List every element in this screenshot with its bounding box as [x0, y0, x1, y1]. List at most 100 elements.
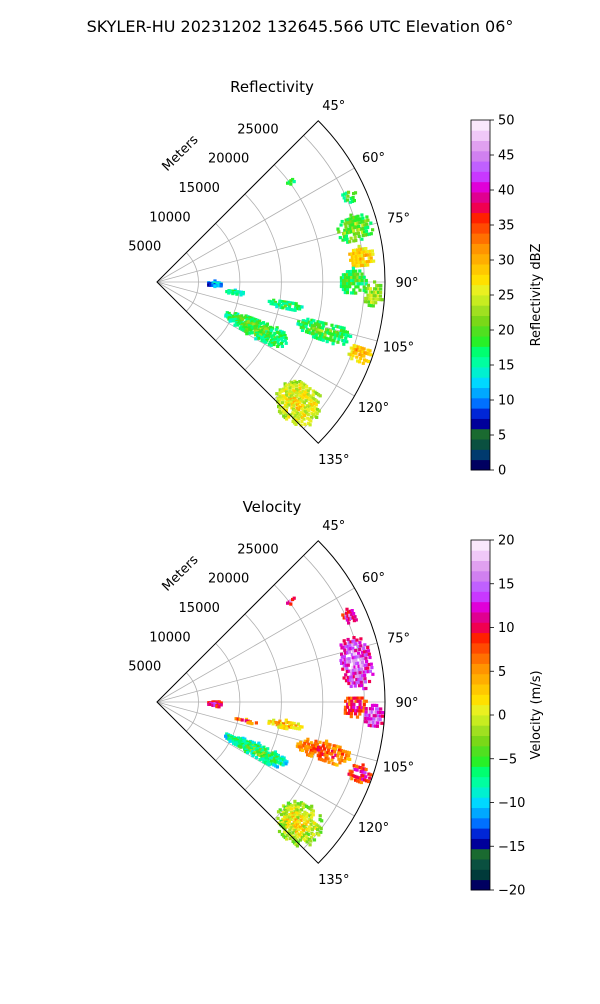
echo-bin — [348, 276, 352, 280]
echo-bin — [361, 233, 365, 238]
echo-bin — [354, 351, 358, 355]
echo-bin — [296, 828, 301, 832]
echo-bin — [296, 389, 300, 393]
echo-bin — [271, 300, 275, 304]
echo-bin — [330, 758, 334, 762]
echo-bin — [308, 398, 312, 402]
azimuth-tick-label: 60° — [362, 571, 385, 586]
echo-cell — [296, 317, 353, 346]
echo-bin — [302, 744, 306, 748]
echo-bin — [357, 260, 361, 265]
echo-bin — [377, 283, 381, 288]
echo-bin — [300, 323, 304, 327]
echo-bin — [333, 750, 337, 754]
echo-bin — [331, 327, 335, 331]
echo-bin — [306, 832, 310, 836]
echo-bin — [349, 291, 354, 295]
colorbar-tick-label: 0 — [498, 464, 506, 479]
echo-bin — [254, 337, 258, 341]
echo-bin — [287, 725, 291, 729]
echo-bin — [359, 677, 363, 681]
echo-bin — [336, 754, 340, 758]
echo-bin — [298, 393, 302, 398]
echo-bin — [367, 652, 371, 656]
range-tick-label: 25000 — [237, 122, 278, 137]
echo-bin — [302, 324, 306, 328]
echo-bin — [341, 285, 346, 289]
echo-bin — [297, 821, 301, 825]
echo-bin — [303, 413, 307, 417]
echo-bin — [268, 325, 273, 329]
echo-bin — [344, 276, 348, 280]
echo-bin — [311, 744, 315, 748]
echo-bin — [260, 750, 264, 754]
echo-bin — [355, 638, 359, 642]
echo-bin — [269, 334, 273, 338]
echo-bin — [342, 232, 346, 236]
echo-bin — [376, 710, 381, 714]
echo-bin — [316, 328, 320, 332]
echo-bin — [364, 250, 368, 254]
echo-bin — [268, 340, 272, 345]
echo-bin — [277, 303, 281, 307]
echo-bin — [308, 387, 312, 391]
echo-bin — [289, 307, 293, 312]
echo-bin — [306, 753, 310, 757]
echo-bin — [358, 699, 362, 703]
echo-bin — [326, 757, 330, 761]
echo-bin — [364, 278, 368, 283]
echo-bin — [249, 328, 253, 332]
echo-bin — [360, 250, 364, 254]
echo-bin — [365, 300, 370, 304]
echo-bin — [366, 670, 370, 674]
echo-bin — [240, 327, 244, 331]
echo-bin — [325, 745, 329, 749]
echo-bin — [339, 223, 343, 227]
echo-bin — [360, 220, 364, 224]
echo-bin — [338, 334, 342, 339]
echo-bin — [298, 383, 302, 387]
echo-bin — [247, 327, 251, 331]
echo-bin — [352, 252, 356, 256]
echo-bin — [333, 762, 337, 766]
echo-bin — [338, 236, 342, 240]
echo-bin — [309, 419, 313, 423]
echo-bin — [283, 382, 287, 386]
echo-bin — [285, 837, 289, 841]
echo-bin — [235, 292, 239, 296]
azimuth-tick-label: 105° — [383, 341, 414, 356]
colorbar-swatch — [471, 120, 490, 131]
echo-bin — [270, 326, 275, 330]
echo-bin — [308, 818, 312, 822]
echo-bin — [358, 696, 362, 700]
echo-bin — [345, 228, 349, 232]
echo-bin — [341, 752, 345, 756]
echo-bin — [294, 394, 298, 399]
echo-bin — [370, 300, 374, 304]
echo-bin — [261, 751, 266, 755]
echo-bin — [338, 761, 342, 765]
azimuth-tick-label: 75° — [387, 631, 410, 646]
echo-bin — [250, 722, 254, 726]
echo-bin — [341, 193, 345, 197]
echo-bin — [303, 321, 307, 326]
echo-bin — [211, 283, 215, 287]
echo-bin — [341, 749, 345, 753]
echo-bin — [305, 320, 309, 324]
echo-bin — [320, 321, 324, 325]
echo-bin — [353, 219, 357, 223]
echo-bin — [297, 745, 301, 749]
echo-bin — [295, 744, 299, 748]
echo-bin — [285, 727, 289, 731]
echo-bin — [356, 272, 360, 276]
echo-bin — [278, 299, 282, 303]
echo-bin — [300, 328, 305, 332]
range-tick-label: 20000 — [208, 152, 249, 167]
echo-bin — [270, 328, 274, 332]
echo-bin — [362, 263, 366, 267]
sector-frame — [156, 120, 386, 444]
echo-bin — [259, 748, 263, 752]
azimuth-gridline — [156, 587, 355, 703]
colorbar-label: Reflectivity dBZ — [529, 244, 544, 347]
echo-bin — [339, 332, 343, 336]
